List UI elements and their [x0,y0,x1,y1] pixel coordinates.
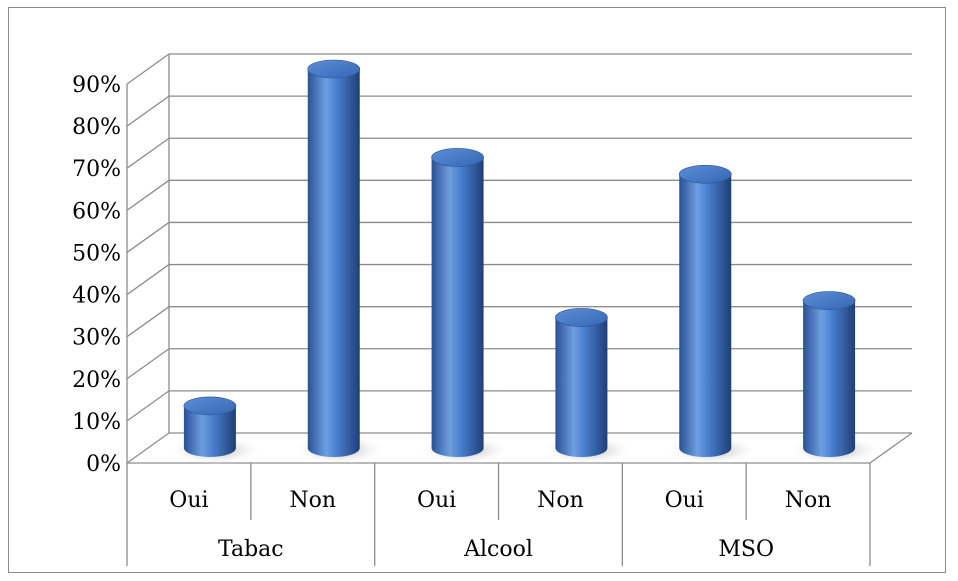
gridline-side [126,137,170,169]
gridline-side [126,53,170,85]
bar-top [678,164,732,184]
bar-body [803,300,856,457]
bar [183,396,237,457]
y-tick-label: 80% [72,115,121,140]
chart-gridlines [126,53,913,464]
gridline-side [126,390,170,422]
gridline-side [126,306,170,338]
bar-top [183,396,237,416]
floor-side-edge [869,432,913,464]
bar-top [431,148,484,167]
y-tick-label: 20% [72,368,121,393]
chart-bars [183,59,856,457]
x-tick-label: Non [537,488,584,513]
x-group-label: Tabac [218,537,284,562]
y-tick-label: 30% [72,326,121,351]
x-tick-label: Non [289,488,336,513]
bar-shadows [169,435,882,465]
bar-body [183,405,236,457]
bar-body [555,317,608,457]
gridline-side [126,179,170,211]
x-group-label: MSO [718,537,774,562]
x-tick-label: Oui [169,488,208,513]
bar-top [802,291,856,310]
y-axis-ticks: 0% 10% 20% 30% 40% 50% 60% 70% 80% 90% [72,73,121,477]
gridline-side [126,432,170,464]
bar-top [555,308,608,327]
y-tick-label: 90% [72,73,121,98]
x-tick-label: Non [785,488,832,513]
y-tick-label: 70% [72,157,121,182]
gridline-side [126,221,170,253]
y-tick-label: 10% [72,410,121,435]
y-tick-label: 40% [72,284,121,309]
bar [555,308,608,457]
gridline-side [126,348,170,380]
y-tick-label: 0% [86,452,121,477]
bar-body [431,157,484,457]
x-tick-label: Oui [417,488,456,513]
y-tick-label: 50% [72,241,121,266]
bar [307,59,361,457]
bar [678,164,732,457]
bar-top [307,59,361,79]
bar-body [679,174,732,457]
gridline-side [126,264,170,296]
bar [431,148,484,457]
x-group-label: Alcool [463,537,533,562]
y-tick-label: 60% [72,199,121,224]
bar-body [307,69,360,457]
x-tick-label: Oui [665,488,704,513]
gridline-side [126,95,170,127]
bar [802,291,856,457]
